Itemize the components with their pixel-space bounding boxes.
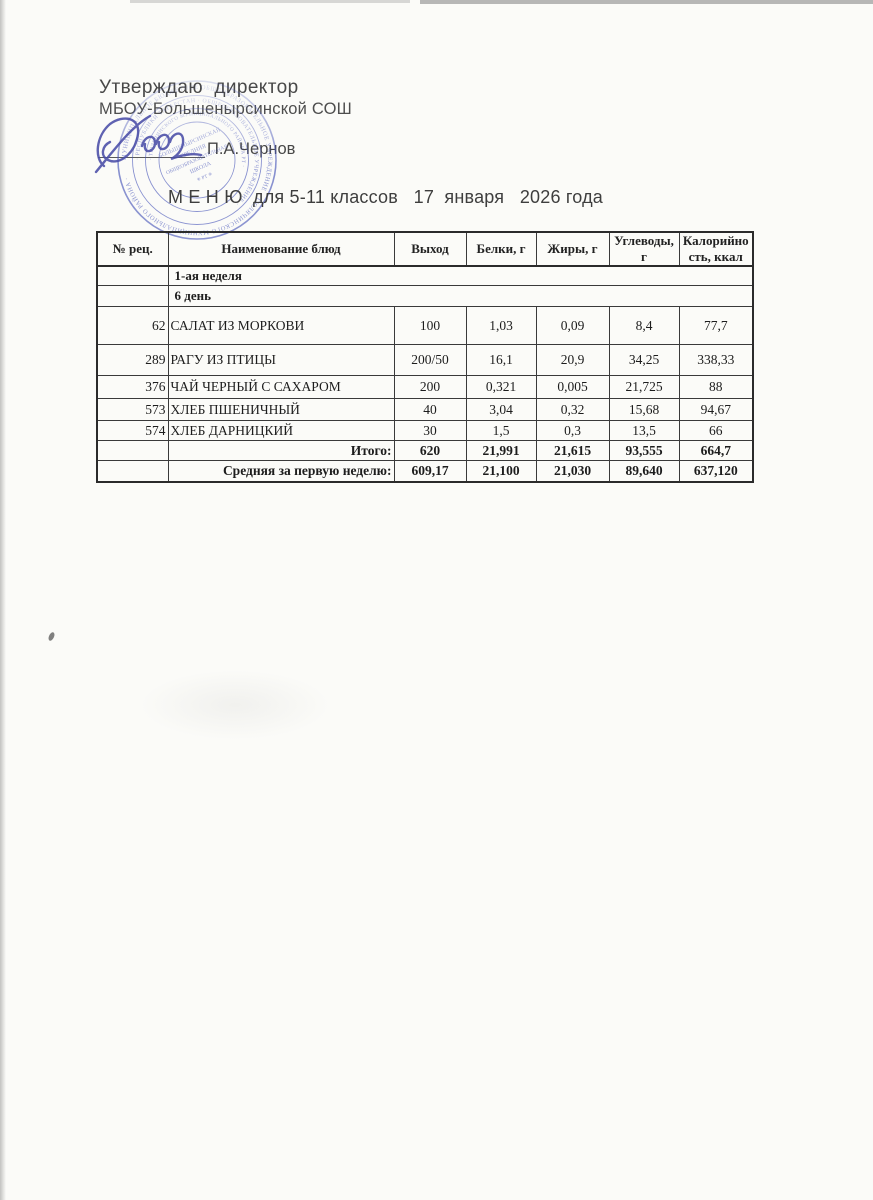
day-label: 6 день [167, 285, 754, 308]
recipe-no: 376 [96, 375, 169, 400]
header-output: Выход [393, 231, 467, 267]
recipe-no: 574 [96, 420, 169, 442]
fat-value: 0,005 [535, 375, 610, 400]
average-output: 609,17 [393, 460, 467, 483]
carbs-value: 15,68 [608, 398, 680, 422]
kcal-value: 66 [678, 420, 754, 442]
empty-cell [96, 460, 169, 483]
dish-name: ЧАЙ ЧЕРНЫЙ С САХАРОМ [167, 375, 395, 400]
protein-value: 16,1 [465, 344, 537, 377]
totals-label: Итого: [167, 440, 395, 462]
school-stamp-seal: МУНИЦИПАЛЬНОЕ БЮДЖЕТНОЕ ОБЩЕОБРАЗОВАТЕЛЬ… [117, 80, 277, 240]
kcal-value: 338,33 [678, 344, 754, 377]
dish-name: ХЛЕБ ПШЕНИЧНЫЙ [167, 398, 395, 422]
average-carbs: 89,640 [608, 460, 680, 483]
weekly-average-row: Средняя за первую неделю: 609,17 21,100 … [96, 460, 754, 483]
week-label: 1-ая неделя [167, 265, 754, 287]
approval-line-1: Утверждаю директор [99, 77, 299, 98]
dish-name: ХЛЕБ ДАРНИЦКИЙ [167, 420, 395, 442]
menu-title: М Е Н Ю для 5-11 классов 17 января 2026 … [168, 187, 603, 207]
table-row: 62 САЛАТ ИЗ МОРКОВИ 100 1,03 0,09 8,4 77… [96, 306, 754, 346]
table-row: 376 ЧАЙ ЧЕРНЫЙ С САХАРОМ 200 0,321 0,005… [96, 375, 754, 400]
table-row: 573 ХЛЕБ ПШЕНИЧНЫЙ 40 3,04 0,32 15,68 94… [96, 398, 754, 422]
signature-line [98, 141, 205, 158]
week-section-row: 1-ая неделя [96, 265, 754, 287]
scan-smudge [140, 670, 330, 740]
header-carbs: Углеводы, г [608, 231, 680, 267]
empty-cell [96, 265, 169, 287]
totals-output: 620 [393, 440, 467, 462]
output-value: 200/50 [393, 344, 467, 377]
empty-cell [96, 285, 169, 308]
protein-value: 3,04 [465, 398, 537, 422]
fat-value: 0,09 [535, 306, 610, 346]
output-value: 40 [393, 398, 467, 422]
scan-edge-shadow-top [130, 0, 410, 3]
totals-kcal: 664,7 [678, 440, 754, 462]
header-calories: Калорийно сть, ккал [678, 231, 754, 267]
recipe-no: 289 [96, 344, 169, 377]
dish-name: САЛАТ ИЗ МОРКОВИ [167, 306, 395, 346]
totals-row: Итого: 620 21,991 21,615 93,555 664,7 [96, 440, 754, 462]
signatory-name: П.А.Чернов [207, 140, 296, 158]
scan-speck [47, 631, 56, 642]
totals-carbs: 93,555 [608, 440, 680, 462]
scan-edge-shadow-left [0, 0, 6, 1200]
kcal-value: 94,67 [678, 398, 754, 422]
table-row: 289 РАГУ ИЗ ПТИЦЫ 200/50 16,1 20,9 34,25… [96, 344, 754, 377]
header-dish-name: Наименование блюд [167, 231, 395, 267]
protein-value: 1,5 [465, 420, 537, 442]
totals-protein: 21,991 [465, 440, 537, 462]
fat-value: 0,32 [535, 398, 610, 422]
dish-name: РАГУ ИЗ ПТИЦЫ [167, 344, 395, 377]
average-kcal: 637,120 [678, 460, 754, 483]
carbs-value: 21,725 [608, 375, 680, 400]
kcal-value: 77,7 [678, 306, 754, 346]
recipe-no: 573 [96, 398, 169, 422]
header-protein: Белки, г [465, 231, 537, 267]
protein-value: 1,03 [465, 306, 537, 346]
average-label: Средняя за первую неделю: [167, 460, 395, 483]
output-value: 30 [393, 420, 467, 442]
fat-value: 0,3 [535, 420, 610, 442]
recipe-no: 62 [96, 306, 169, 346]
average-fat: 21,030 [535, 460, 610, 483]
empty-cell [96, 440, 169, 462]
day-section-row: 6 день [96, 285, 754, 308]
totals-fat: 21,615 [535, 440, 610, 462]
carbs-value: 13,5 [608, 420, 680, 442]
carbs-value: 34,25 [608, 344, 680, 377]
header-fat: Жиры, г [535, 231, 610, 267]
menu-table: № рец. Наименование блюд Выход Белки, г … [96, 231, 754, 483]
header-recipe-no: № рец. [96, 231, 169, 267]
scan-edge-shadow-top-right [420, 0, 873, 4]
output-value: 100 [393, 306, 467, 346]
kcal-value: 88 [678, 375, 754, 400]
table-row: 574 ХЛЕБ ДАРНИЦКИЙ 30 1,5 0,3 13,5 66 [96, 420, 754, 442]
average-protein: 21,100 [465, 460, 537, 483]
carbs-value: 8,4 [608, 306, 680, 346]
output-value: 200 [393, 375, 467, 400]
director-signature [94, 114, 203, 174]
fat-value: 20,9 [535, 344, 610, 377]
protein-value: 0,321 [465, 375, 537, 400]
table-header-row: № рец. Наименование блюд Выход Белки, г … [96, 231, 754, 267]
